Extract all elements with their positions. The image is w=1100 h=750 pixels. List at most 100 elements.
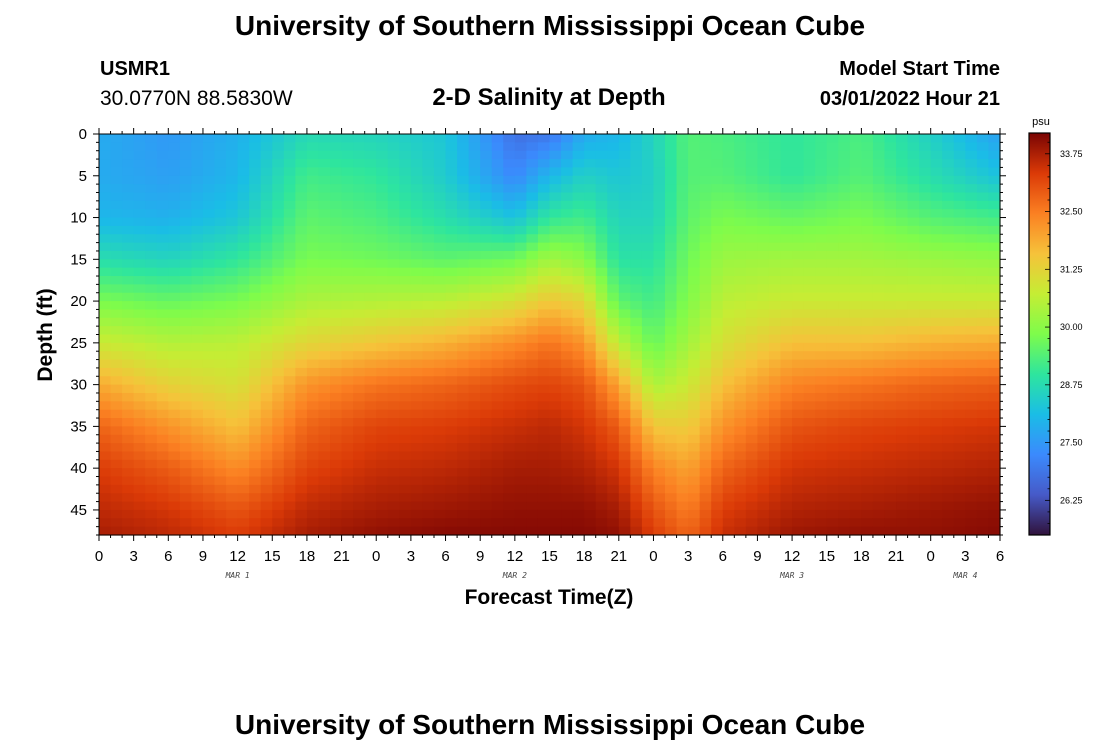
heatmap-cell [976,459,990,469]
heatmap-cell [930,434,943,444]
heatmap-cell [410,192,424,202]
heatmap-cell [514,376,527,386]
heatmap-cell [306,159,320,169]
heatmap-cell [699,175,712,185]
heatmap-cell [341,259,354,269]
heatmap-cell [422,518,435,528]
heatmap-cell [665,200,678,210]
heatmap-cell [237,351,250,361]
heatmap-cell [792,401,805,411]
heatmap-cell [480,192,493,202]
heatmap-cell [861,384,874,394]
heatmap-cell [514,426,527,436]
heatmap-cell [988,334,1001,344]
heatmap-cell [826,409,839,419]
heatmap-cell [699,225,712,235]
heatmap-cell [341,250,354,260]
heatmap-cell [526,159,539,169]
heatmap-cell [480,526,493,536]
heatmap-cell [930,351,943,361]
heatmap-cell [191,134,204,143]
heatmap-cell [572,434,585,444]
heatmap-cell [168,376,181,386]
heatmap-cell [133,150,146,160]
heatmap-cell [872,209,886,219]
heatmap-cell [745,367,759,377]
heatmap-cell [780,401,793,411]
heatmap-cell [907,451,920,461]
heatmap-cell [792,342,805,352]
heatmap-cell [572,334,585,344]
heatmap-cell [249,184,262,194]
heatmap-cell [283,484,296,494]
heatmap-cell [468,409,481,419]
heatmap-cell [861,192,874,202]
heatmap-cell [445,434,458,444]
heatmap-cell [826,484,839,494]
heatmap-cell [145,267,158,277]
heatmap-cell [549,493,562,503]
heatmap-cell [526,217,539,227]
heatmap-cell [942,259,955,269]
heatmap-cell [711,334,724,344]
heatmap-cell [422,192,435,202]
heatmap-cell [145,200,158,210]
heatmap-cell [468,367,481,377]
heatmap-cell [410,200,424,210]
heatmap-cell [353,217,366,227]
heatmap-cell [353,451,366,461]
heatmap-cell [734,509,747,519]
heatmap-cell [168,167,181,177]
heatmap-cell [214,225,227,235]
heatmap-cell [849,276,862,285]
heatmap-cell [514,225,527,235]
heatmap-cell [156,367,169,377]
heatmap-cell [399,159,412,169]
heatmap-cell [757,267,770,277]
heatmap-cell [99,167,112,177]
heatmap-cell [792,501,805,511]
heatmap-cell [99,518,112,528]
heatmap-cell [976,184,990,194]
heatmap-cell [849,292,862,302]
heatmap-cell [237,459,250,469]
heatmap-cell [318,159,331,169]
heatmap-cell [341,443,354,453]
heatmap-cell [630,392,643,402]
heatmap-cell [503,426,516,436]
heatmap-cell [272,259,285,269]
heatmap-cell [745,476,759,486]
heatmap-cell [988,451,1001,461]
heatmap-cell [272,209,285,219]
heatmap-cell [711,451,724,461]
heatmap-cell [976,142,990,152]
heatmap-cell [549,451,562,461]
heatmap-cell [249,342,262,352]
heatmap-cell [711,367,724,377]
heatmap-cell [491,526,504,536]
heatmap-cell [249,276,262,285]
heatmap-cell [561,434,574,444]
heatmap-cell [433,184,447,194]
heatmap-cell [792,150,805,160]
heatmap-cell [272,317,285,327]
heatmap-cell [930,367,943,377]
heatmap-cell [179,443,193,453]
heatmap-cell [919,459,932,469]
heatmap-cell [699,334,712,344]
heatmap-cell [896,351,909,361]
heatmap-cell [699,493,712,503]
heatmap-cell [641,184,655,194]
heatmap-cell [364,468,377,478]
heatmap-cell [295,159,308,169]
heatmap-cell [653,250,666,260]
heatmap-cell [803,367,816,377]
heatmap-cell [919,167,932,177]
x-tick-label: 3 [961,548,969,565]
heatmap-cell [872,334,886,344]
heatmap-cell [826,468,839,478]
heatmap-cell [295,518,308,528]
heatmap-cell [919,476,932,486]
heatmap-cell [549,234,562,244]
heatmap-cell [133,159,146,169]
